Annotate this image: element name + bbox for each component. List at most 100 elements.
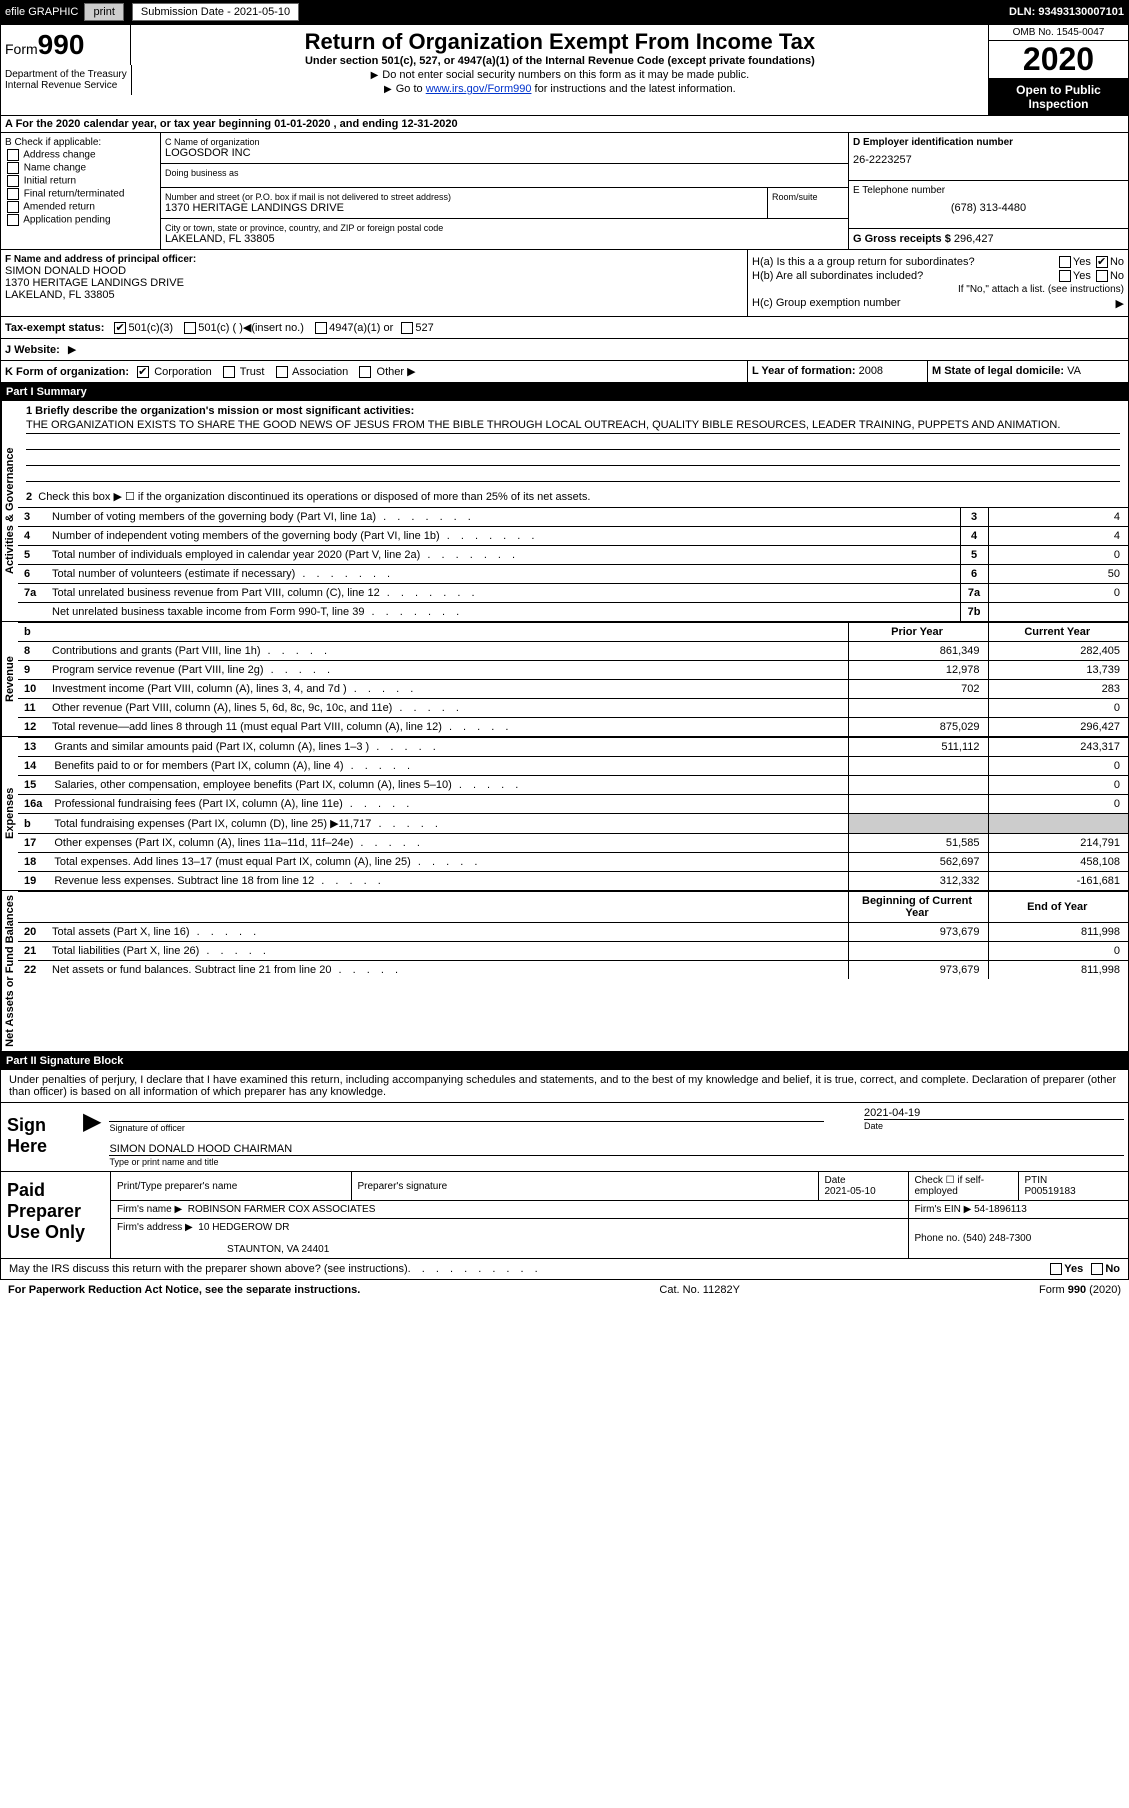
print-button[interactable]: print [84,3,123,21]
addr-label: Number and street (or P.O. box if mail i… [165,192,763,202]
ptin: P00519183 [1025,1186,1076,1197]
paid-preparer-label: Paid Preparer Use Only [1,1172,111,1258]
sig-officer-label: Signature of officer [109,1121,824,1133]
row-klm: K Form of organization: Corporation Trus… [0,361,1129,383]
chk-501c3[interactable] [114,322,126,334]
hb-yes[interactable] [1059,270,1071,282]
chk-initial[interactable]: Initial return [5,175,156,187]
table-header-row: bPrior YearCurrent Year [18,623,1128,642]
chk-amended[interactable]: Amended return [5,201,156,213]
table-row: 19Revenue less expenses. Subtract line 1… [18,872,1128,891]
table-row: 4Number of independent voting members of… [18,527,1128,546]
table-row: 7aTotal unrelated business revenue from … [18,584,1128,603]
firm-phone: (540) 248-7300 [963,1233,1031,1244]
chk-assoc[interactable] [276,366,288,378]
form-header: Form990 Department of the Treasury Inter… [0,24,1129,116]
omb-number: OMB No. 1545-0047 [989,25,1128,41]
table-row: bTotal fundraising expenses (Part IX, co… [18,814,1128,834]
print-name-label: Print/Type preparer's name [111,1172,351,1201]
officer-addr2: LAKELAND, FL 33805 [5,289,743,301]
d-label: D Employer identification number [853,137,1124,148]
firm-name: ROBINSON FARMER COX ASSOCIATES [188,1204,376,1215]
c-name-label: C Name of organization [165,137,844,147]
section-f: F Name and address of principal officer:… [1,250,748,316]
section-b: B Check if applicable: Address change Na… [1,133,161,249]
table-row: 13Grants and similar amounts paid (Part … [18,738,1128,757]
line2-checkbox-text: Check this box ▶ ☐ if the organization d… [38,491,590,503]
section-deg: D Employer identification number 26-2223… [848,133,1128,249]
submission-date: Submission Date - 2021-05-10 [132,3,299,21]
sign-here-section: Sign Here ▶ Signature of officer 2021-04… [0,1103,1129,1172]
ha-yes[interactable] [1059,256,1071,268]
hb-no[interactable] [1096,270,1108,282]
part1-box: Activities & Governance 1 Briefly descri… [0,401,1129,1052]
table-row: 14Benefits paid to or for members (Part … [18,757,1128,776]
instructions-line: Go to www.irs.gov/Form990 for instructio… [136,83,984,95]
ssn-notice: Do not enter social security numbers on … [136,69,984,81]
vlabel-revenue: Revenue [1,622,18,736]
table-row: 12Total revenue—add lines 8 through 11 (… [18,718,1128,737]
e-label: E Telephone number [853,185,1124,196]
netassets-table: Beginning of Current YearEnd of Year20To… [18,891,1128,979]
officer-name: SIMON DONALD HOOD [5,265,743,277]
hb-note: If "No," attach a list. (see instruction… [958,284,1124,295]
paid-preparer-table: Print/Type preparer's name Preparer's si… [111,1172,1128,1258]
sign-here-label: Sign Here [1,1103,71,1171]
mission-text: THE ORGANIZATION EXISTS TO SHARE THE GOO… [26,417,1120,434]
form-ref: Form 990 (2020) [1039,1284,1121,1296]
header-right: OMB No. 1545-0047 2020 Open to Public In… [988,25,1128,115]
vlabel-net: Net Assets or Fund Balances [1,891,18,1051]
row-j: J Website: ▶ [0,339,1129,361]
form-number: 990 [38,29,85,60]
sign-arrow-icon: ▶ [75,1107,109,1167]
prep-date: 2021-05-10 [825,1186,876,1197]
chk-trust[interactable] [223,366,235,378]
tax-year: 2020 [989,41,1128,79]
check-self-employed[interactable]: Check ☐ if self-employed [908,1172,1018,1201]
discuss-yes[interactable] [1050,1263,1062,1275]
date-label: Date [864,1119,1124,1131]
discuss-no[interactable] [1091,1263,1103,1275]
chk-other[interactable] [359,366,371,378]
type-name-label: Type or print name and title [109,1155,1124,1167]
governance-table: 3Number of voting members of the governi… [18,507,1128,621]
firm-addr1: 10 HEDGEROW DR [198,1222,289,1233]
part2-header: Part II Signature Block [0,1052,1129,1070]
header-title-block: Return of Organization Exempt From Incom… [132,25,988,115]
chk-final[interactable]: Final return/terminated [5,188,156,200]
perjury-statement: Under penalties of perjury, I declare th… [0,1070,1129,1103]
firm-ein: 54-1896113 [974,1204,1027,1215]
telephone: (678) 313-4480 [853,202,1124,214]
table-row: 10Investment income (Part VIII, column (… [18,680,1128,699]
section-fh: F Name and address of principal officer:… [0,250,1129,317]
hb-label: H(b) Are all subordinates included? [752,270,923,282]
chk-name-change[interactable]: Name change [5,162,156,174]
vlabel-expenses: Expenses [1,737,18,890]
section-bcdeg: B Check if applicable: Address change Na… [0,133,1129,250]
table-row: 8Contributions and grants (Part VIII, li… [18,642,1128,661]
chk-527[interactable] [401,322,413,334]
chk-4947[interactable] [315,322,327,334]
table-row: 3Number of voting members of the governi… [18,508,1128,527]
chk-addr-change[interactable]: Address change [5,149,156,161]
city-state-zip: LAKELAND, FL 33805 [165,233,844,245]
officer-addr1: 1370 HERITAGE LANDINGS DRIVE [5,277,743,289]
chk-corp[interactable] [137,366,149,378]
chk-501c[interactable] [184,322,196,334]
discuss-row: May the IRS discuss this return with the… [0,1259,1129,1280]
irs-link[interactable]: www.irs.gov/Form990 [426,83,532,95]
ha-no[interactable] [1096,256,1108,268]
table-row: 15Salaries, other compensation, employee… [18,776,1128,795]
street-address: 1370 HERITAGE LANDINGS DRIVE [165,202,763,214]
part1-header: Part I Summary [0,383,1129,401]
form-subtitle: Under section 501(c), 527, or 4947(a)(1)… [136,55,984,67]
form-title: Return of Organization Exempt From Incom… [136,29,984,55]
form-prefix: Form [5,41,38,57]
prep-sig-label: Preparer's signature [351,1172,818,1201]
paperwork-notice: For Paperwork Reduction Act Notice, see … [8,1284,360,1296]
sign-date: 2021-04-19 [864,1107,1124,1119]
ha-label: H(a) Is this a a group return for subord… [752,256,975,268]
dba-label: Doing business as [165,168,844,178]
table-row: 9Program service revenue (Part VIII, lin… [18,661,1128,680]
chk-pending[interactable]: Application pending [5,214,156,226]
